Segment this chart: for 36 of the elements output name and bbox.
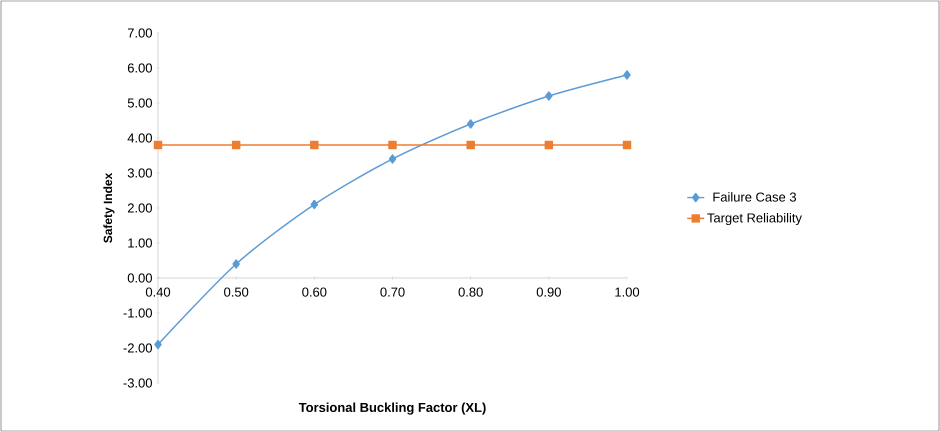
point — [622, 140, 632, 150]
y-tick-label: -3.00 — [124, 378, 152, 388]
legend-label: Target Reliability — [707, 212, 802, 226]
point — [466, 140, 475, 150]
y-tick-label: 1.00 — [128, 238, 152, 248]
point — [545, 91, 553, 101]
y-tick-label: 6.00 — [128, 63, 152, 73]
point — [154, 140, 162, 150]
point — [232, 140, 240, 150]
y-axis-title: Safety Index — [103, 172, 114, 243]
y-tick-label: -1.00 — [124, 308, 152, 318]
point — [388, 154, 396, 164]
y-tick-label: 4.00 — [128, 133, 152, 143]
point — [232, 259, 240, 269]
point — [310, 140, 319, 150]
legend-label: Failure Case 3 — [713, 192, 796, 202]
x-tick-label: 0.80 — [458, 288, 483, 297]
x-tick-label: 0.40 — [146, 288, 170, 297]
point — [388, 140, 397, 150]
point — [544, 140, 554, 150]
y-tick-label: 3.00 — [128, 168, 152, 178]
x-tick-label: 0.50 — [224, 288, 248, 297]
point — [466, 119, 474, 129]
point — [154, 340, 162, 350]
x-tick-label: 0.70 — [380, 288, 405, 297]
point — [310, 200, 318, 210]
x-tick-label: 0.90 — [536, 288, 561, 297]
x-tick-label: 0.60 — [302, 288, 326, 297]
y-tick-label: 5.00 — [128, 98, 152, 108]
y-tick-label: 0.00 — [128, 273, 152, 283]
y-tick-label: -2.00 — [124, 343, 152, 353]
y-tick-label: 7.00 — [128, 28, 152, 38]
point — [623, 70, 631, 80]
x-tick-label: 1.00 — [615, 288, 640, 297]
y-tick-label: 2.00 — [128, 203, 152, 213]
x-axis-title: Torsional Buckling Factor (XL) — [298, 402, 486, 415]
